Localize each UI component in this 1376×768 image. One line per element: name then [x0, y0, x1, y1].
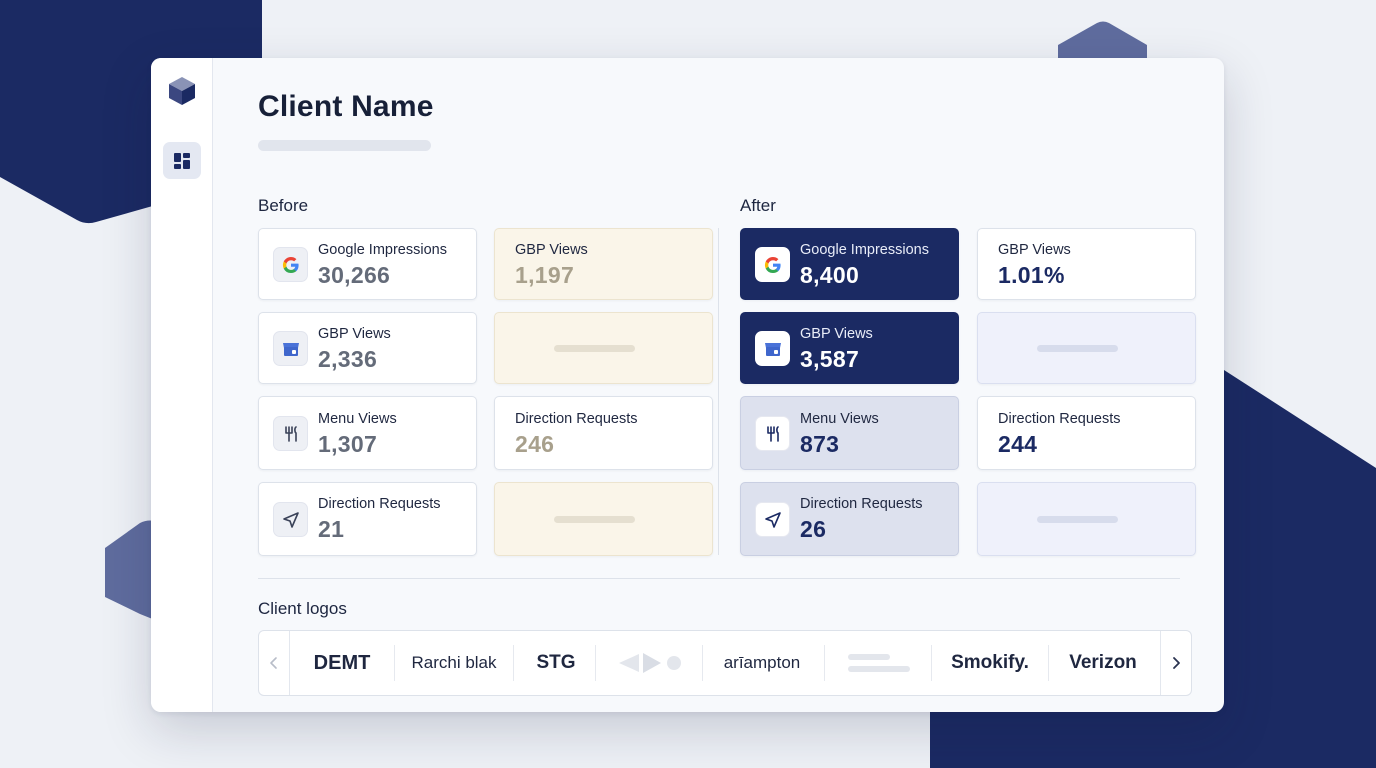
subtitle-placeholder: [258, 140, 431, 151]
before-placeholder-card: [494, 312, 713, 384]
tile-value: 3,587: [800, 346, 860, 372]
tile-value: 2,336: [318, 346, 378, 372]
after-direction-requests-card-2[interactable]: Direction Requests 26: [740, 482, 959, 556]
tile-value: 246: [515, 431, 555, 457]
placeholder-bar: [554, 345, 635, 352]
client-logo-verizon: Verizon: [1069, 652, 1137, 673]
before-menu-views-card[interactable]: Menu Views 1,307: [258, 396, 477, 470]
store-icon-box: [755, 331, 790, 366]
after-menu-views-card[interactable]: Menu Views 873: [740, 396, 959, 470]
after-gbp-views-card[interactable]: GBP Views 1.01%: [977, 228, 1196, 300]
app-logo-cube-icon: [169, 77, 195, 105]
tile-value: 244: [998, 431, 1038, 457]
client-logo-arrow-mark: [605, 645, 695, 681]
arrow-mark-logo-icon: [619, 653, 681, 673]
google-icon: [282, 256, 299, 273]
tile-value: 873: [800, 431, 840, 457]
carousel-next-button[interactable]: [1160, 631, 1191, 695]
client-logos-carousel: DEMT Rarchi blak STG arīampton Smokify. …: [258, 630, 1192, 696]
utensils-icon: [284, 425, 297, 442]
before-google-impressions-card[interactable]: Google Impressions 30,266: [258, 228, 477, 300]
client-logo-rarchi-blak: Rarchi blak: [411, 653, 497, 672]
navigation-icon-box: [273, 502, 308, 537]
section-divider: [258, 578, 1180, 579]
placeholder-bar: [1037, 516, 1118, 523]
after-placeholder-card: [977, 312, 1196, 384]
chevron-left-icon: [270, 657, 277, 669]
page-title: Client Name: [258, 90, 434, 123]
tile-value: 1,307: [318, 431, 378, 457]
after-direction-requests-card[interactable]: Direction Requests 244: [977, 396, 1196, 470]
tile-label: Google Impressions: [800, 242, 929, 258]
logo-separator: [702, 645, 703, 681]
tile-label: Direction Requests: [998, 411, 1121, 427]
client-logo-ariampton: arīampton: [723, 653, 801, 672]
before-placeholder-card-2: [494, 482, 713, 556]
tile-value: 1,197: [515, 262, 575, 288]
utensils-icon-box: [755, 416, 790, 451]
client-logo-stg: STG: [536, 652, 576, 673]
dashboard-window: Client Name Before Google Impressions 30…: [151, 58, 1224, 712]
utensils-icon: [766, 425, 779, 442]
tile-value: 1.01%: [998, 262, 1065, 288]
client-logo-smokify: Smokify.: [951, 652, 1029, 673]
logo-separator: [824, 645, 825, 681]
sidebar: [151, 58, 213, 712]
after-google-impressions-card[interactable]: Google Impressions 8,400: [740, 228, 959, 300]
bg-shape-right: [930, 370, 1376, 768]
utensils-icon-box: [273, 416, 308, 451]
after-section-label: After: [740, 196, 776, 215]
tile-label: Menu Views: [800, 411, 879, 427]
google-icon-box: [273, 247, 308, 282]
placeholder-logo-icon: [848, 654, 910, 672]
navigation-icon-box: [755, 502, 790, 537]
bg-shape-top-hex: [1058, 21, 1147, 70]
client-logos-label: Client logos: [258, 599, 347, 618]
tile-value: 30,266: [318, 262, 391, 288]
dashboard-nav-button[interactable]: [163, 142, 201, 179]
before-section-label: Before: [258, 196, 309, 215]
google-icon-box: [755, 247, 790, 282]
before-gbp-views-card-2[interactable]: GBP Views 2,336: [258, 312, 477, 384]
placeholder-bar: [1037, 345, 1118, 352]
tile-label: Google Impressions: [318, 242, 447, 258]
logo-separator: [1048, 645, 1049, 681]
before-after-divider: [718, 228, 719, 555]
after-placeholder-card-2: [977, 482, 1196, 556]
google-icon: [764, 256, 781, 273]
store-icon: [764, 342, 781, 356]
client-logo-placeholder: [834, 645, 924, 681]
placeholder-bar: [554, 516, 635, 523]
logo-separator: [931, 645, 932, 681]
before-direction-requests-card-2[interactable]: Direction Requests 21: [258, 482, 477, 556]
logo-separator: [394, 645, 395, 681]
logo-separator: [513, 645, 514, 681]
bg-shape-left-hex: [105, 520, 160, 622]
store-icon: [282, 342, 299, 356]
carousel-prev-button[interactable]: [259, 631, 290, 695]
tile-value: 26: [800, 516, 827, 542]
before-direction-requests-card[interactable]: Direction Requests 246: [494, 396, 713, 470]
tile-label: Menu Views: [318, 411, 397, 427]
tile-value: 21: [318, 516, 345, 542]
dashboard-grid-icon: [174, 152, 190, 169]
tile-label: GBP Views: [318, 326, 391, 342]
navigation-arrow-icon: [764, 511, 781, 528]
after-gbp-views-card-2[interactable]: GBP Views 3,587: [740, 312, 959, 384]
tile-label: Direction Requests: [800, 496, 923, 512]
before-gbp-views-card[interactable]: GBP Views 1,197: [494, 228, 713, 300]
tile-label: GBP Views: [515, 242, 588, 258]
client-logo-demt: DEMT: [313, 651, 371, 674]
logo-separator: [595, 645, 596, 681]
navigation-arrow-icon: [282, 511, 299, 528]
tile-value: 8,400: [800, 262, 860, 288]
tile-label: GBP Views: [998, 242, 1071, 258]
tile-label: Direction Requests: [318, 496, 441, 512]
chevron-right-icon: [1173, 657, 1180, 669]
store-icon-box: [273, 331, 308, 366]
tile-label: GBP Views: [800, 326, 873, 342]
tile-label: Direction Requests: [515, 411, 638, 427]
